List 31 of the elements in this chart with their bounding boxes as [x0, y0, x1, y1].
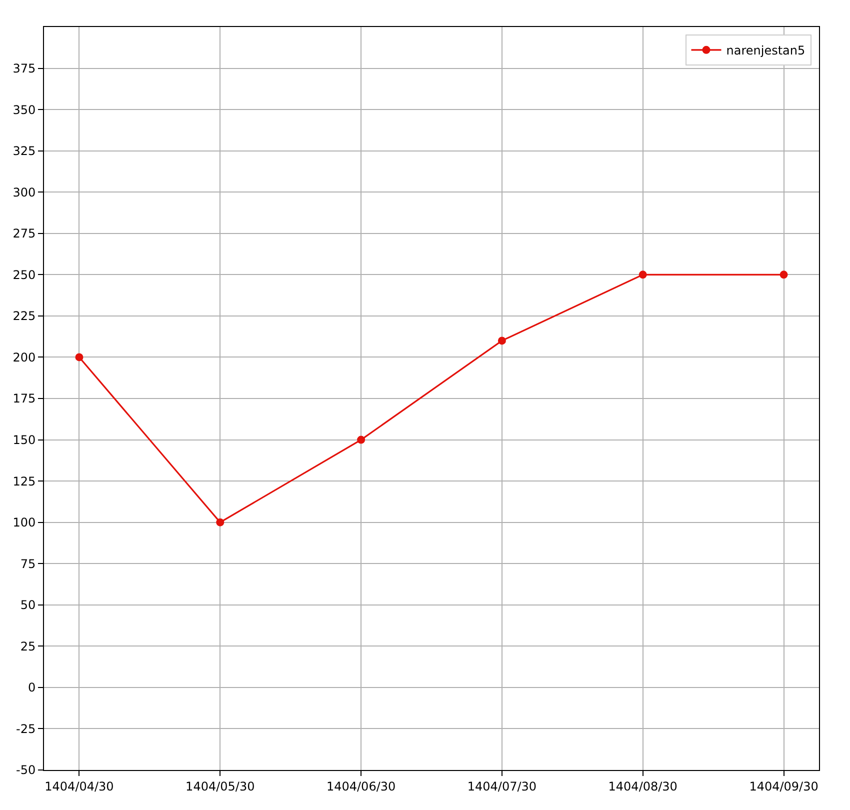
y-tick-label: 225 — [12, 309, 36, 324]
x-tick-label: 1404/05/30 — [186, 779, 255, 794]
point — [357, 436, 366, 444]
x-tick-label: 1404/07/30 — [467, 779, 537, 794]
y-tick-label: 125 — [12, 474, 36, 488]
y-tick-label: 50 — [20, 598, 36, 612]
y-tick-label: 275 — [12, 226, 36, 241]
x-tick-label: 1404/09/30 — [749, 779, 818, 794]
y-tick-label: 250 — [12, 268, 36, 282]
y-tick-label: 350 — [12, 102, 36, 117]
point — [75, 353, 84, 362]
y-tick-label: -50 — [16, 763, 36, 778]
x-tick-label: 1404/08/30 — [608, 779, 678, 794]
y-tick-label: 300 — [12, 185, 36, 200]
y-tick-label: 75 — [20, 556, 36, 571]
point — [638, 270, 647, 279]
legend-label: narenjestan5 — [726, 44, 806, 58]
point — [498, 336, 506, 345]
x-tick-label: 1404/04/30 — [44, 779, 114, 794]
y-tick-label: -25 — [16, 722, 36, 736]
y-tick-label: 200 — [12, 350, 36, 364]
y-tick-label: 0 — [28, 680, 36, 695]
y-tick-label: 150 — [12, 432, 36, 447]
point — [216, 518, 224, 526]
y-tick-label: 100 — [12, 516, 36, 530]
point — [780, 270, 788, 279]
y-tick-label: 375 — [12, 61, 36, 76]
y-tick-label: 25 — [20, 639, 36, 654]
x-tick-label: 1404/06/30 — [326, 779, 396, 794]
y-tick-label: 175 — [12, 392, 36, 406]
y-tick-label: 325 — [12, 144, 36, 158]
